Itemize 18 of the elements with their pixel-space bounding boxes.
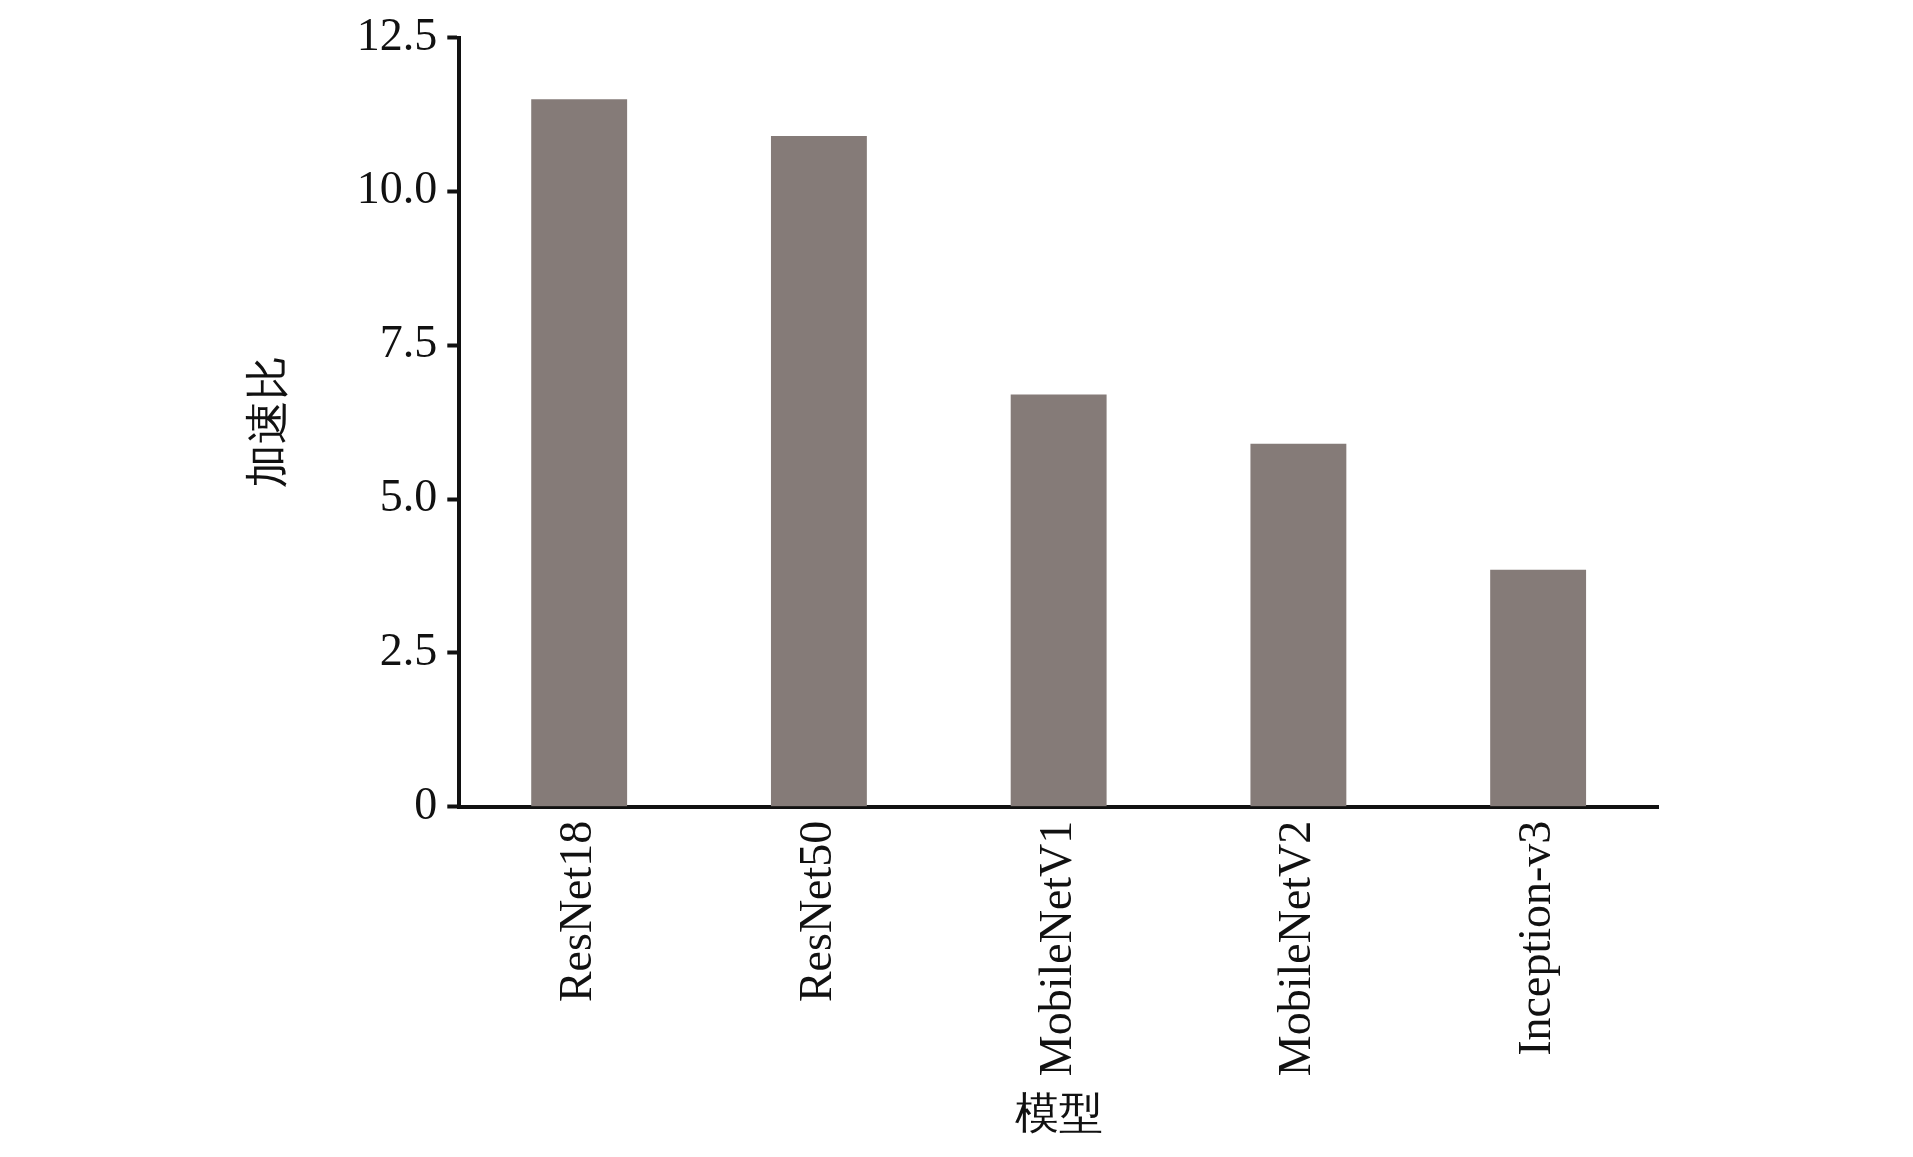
y-tick-label: 2.5 [379, 623, 438, 675]
x-tick-label: Inception-v3 [1509, 820, 1561, 1056]
y-tick-label: 0 [414, 777, 438, 829]
x-axis-title: 模型 [1014, 1089, 1103, 1139]
bar [1250, 443, 1347, 807]
y-tick-label: 7.5 [379, 316, 438, 368]
y-axis-title: 加速比 [242, 356, 292, 489]
y-tick-label: 10.0 [356, 162, 438, 214]
x-tick-label: MobileNetV1 [1029, 820, 1081, 1077]
x-tick-label: ResNet50 [789, 820, 841, 1003]
y-tick-label: 5.0 [379, 470, 438, 522]
x-tick-label: ResNet18 [550, 820, 602, 1003]
x-tick-label: MobileNetV2 [1269, 820, 1321, 1077]
bar [1490, 569, 1587, 807]
bar [531, 99, 628, 807]
y-tick-label: 12.5 [356, 8, 438, 60]
bar [1010, 394, 1107, 807]
bar [770, 136, 867, 807]
